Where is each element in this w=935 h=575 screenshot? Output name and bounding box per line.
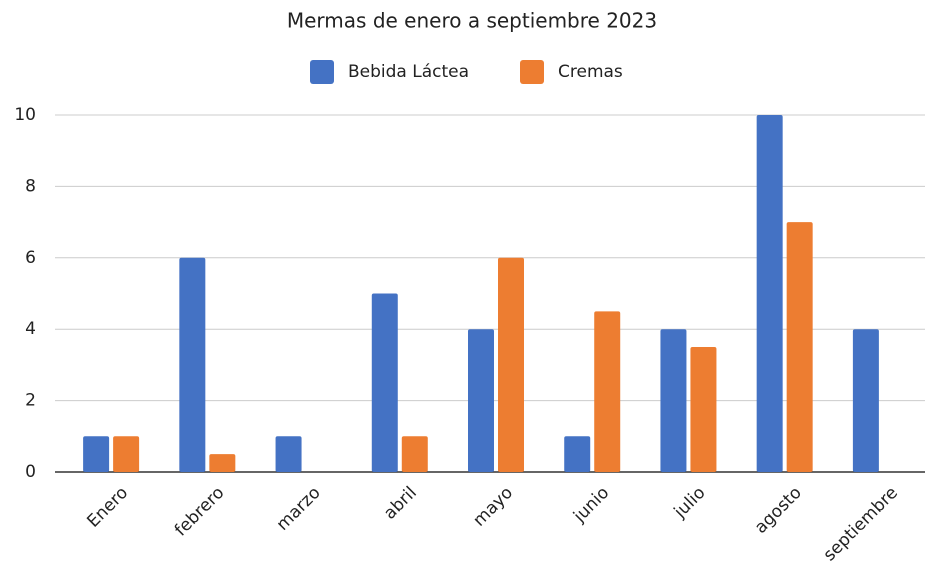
x-tick-label: febrero bbox=[171, 483, 229, 541]
legend-label: Cremas bbox=[558, 62, 623, 82]
bar bbox=[371, 293, 398, 472]
y-tick-label: 10 bbox=[14, 105, 36, 125]
x-tick-label: agosto bbox=[751, 483, 806, 538]
bar bbox=[468, 329, 494, 472]
x-tick-label: julio bbox=[670, 483, 710, 523]
y-tick-label: 4 bbox=[25, 319, 36, 339]
bar bbox=[594, 311, 621, 472]
bar bbox=[83, 436, 110, 472]
bar bbox=[498, 257, 524, 472]
bar bbox=[564, 436, 591, 472]
bar bbox=[660, 329, 687, 472]
bar bbox=[209, 454, 236, 472]
y-tick-label: 6 bbox=[25, 248, 36, 268]
x-tick-label: marzo bbox=[273, 483, 325, 535]
x-tick-label: abril bbox=[380, 483, 421, 524]
bar bbox=[275, 436, 302, 472]
legend-swatch bbox=[520, 60, 544, 84]
y-tick-label: 2 bbox=[25, 391, 36, 411]
chart-title: Mermas de enero a septiembre 2023 bbox=[287, 9, 657, 33]
x-tick-label: septiembre bbox=[820, 483, 902, 565]
bar bbox=[690, 347, 717, 472]
x-tick-label: mayo bbox=[469, 483, 517, 531]
y-tick-label: 8 bbox=[25, 176, 36, 196]
bar bbox=[852, 329, 879, 472]
legend-label: Bebida Láctea bbox=[348, 62, 469, 82]
bar bbox=[401, 436, 428, 472]
bar bbox=[113, 436, 140, 472]
bar bbox=[179, 257, 206, 472]
bar bbox=[786, 222, 813, 472]
legend-swatch bbox=[310, 60, 334, 84]
x-tick-label: Enero bbox=[83, 483, 132, 532]
bar bbox=[756, 115, 783, 472]
x-tick-label: junio bbox=[569, 483, 613, 527]
y-tick-label: 0 bbox=[25, 462, 36, 482]
